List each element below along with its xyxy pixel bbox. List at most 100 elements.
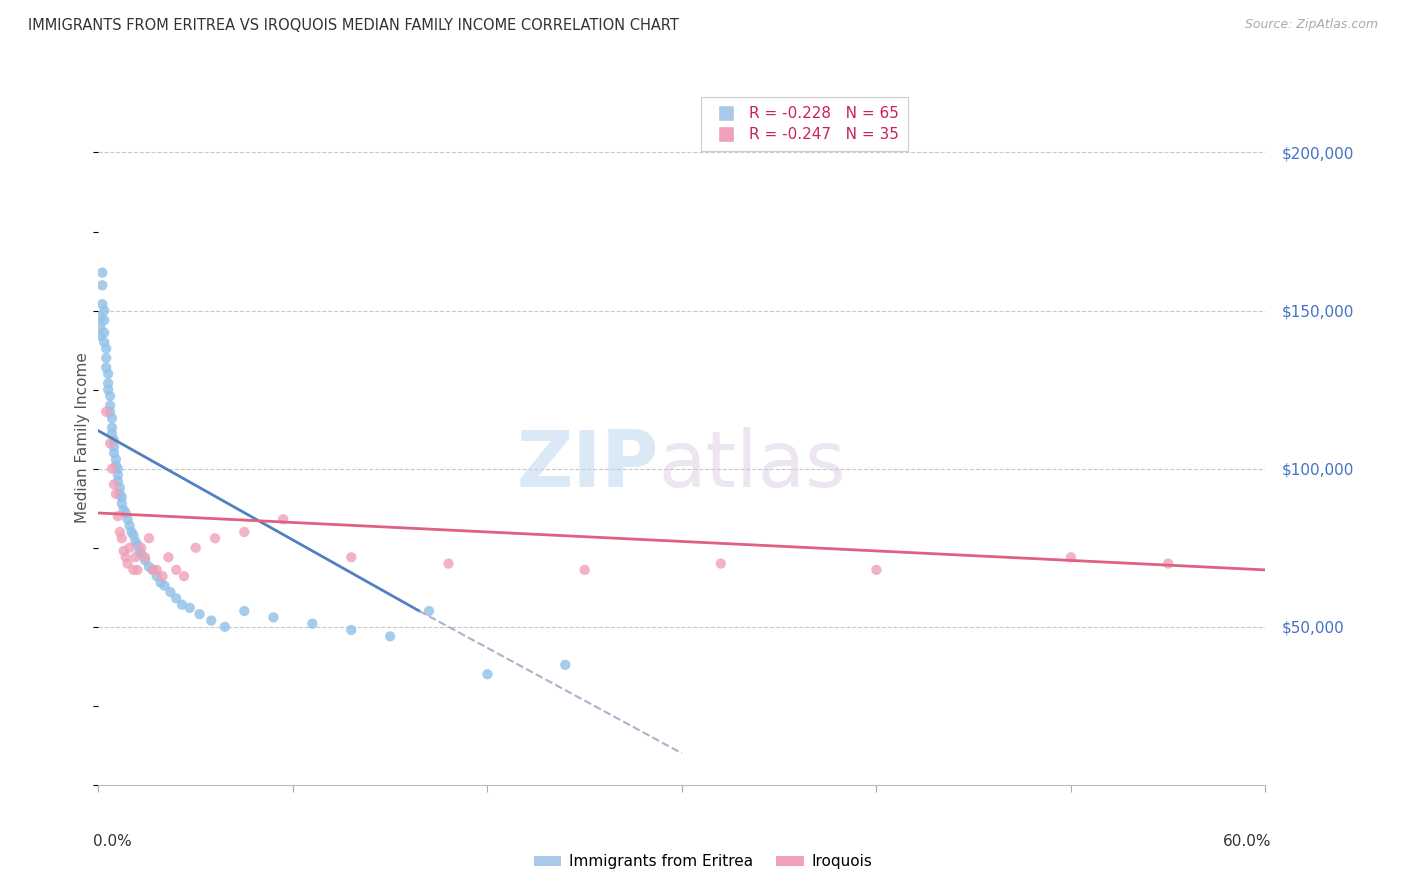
Point <box>179 600 201 615</box>
Point <box>262 610 284 624</box>
Point <box>96 342 118 356</box>
Point <box>149 575 172 590</box>
Point <box>117 557 139 571</box>
Point <box>118 518 141 533</box>
Point <box>340 623 363 637</box>
Point <box>340 550 363 565</box>
Text: ZIP: ZIP <box>516 427 658 503</box>
Point <box>108 524 131 539</box>
Point <box>142 563 165 577</box>
Point <box>127 563 149 577</box>
Point <box>97 376 120 391</box>
Point <box>101 411 124 425</box>
Point <box>101 426 124 441</box>
Point <box>138 531 160 545</box>
Point <box>574 563 596 577</box>
Point <box>89 310 111 324</box>
Point <box>170 598 193 612</box>
Point <box>153 579 176 593</box>
Point <box>157 550 180 565</box>
Point <box>437 557 460 571</box>
Point <box>103 446 125 460</box>
Point <box>184 541 207 555</box>
Point <box>118 541 141 555</box>
Point <box>111 496 134 510</box>
Point <box>93 313 115 327</box>
Point <box>114 506 136 520</box>
Point <box>129 541 152 555</box>
Point <box>1157 557 1180 571</box>
Point <box>91 278 114 293</box>
Point <box>91 266 114 280</box>
Point <box>159 585 181 599</box>
Point <box>138 559 160 574</box>
Point <box>98 405 121 419</box>
Point <box>93 303 115 318</box>
Point <box>121 524 143 539</box>
Point <box>233 524 256 539</box>
Point <box>124 534 146 549</box>
Point <box>111 490 134 504</box>
Point <box>165 563 187 577</box>
Point <box>107 475 129 489</box>
Point <box>98 399 121 413</box>
Point <box>96 360 118 375</box>
Text: IMMIGRANTS FROM ERITREA VS IROQUOIS MEDIAN FAMILY INCOME CORRELATION CHART: IMMIGRANTS FROM ERITREA VS IROQUOIS MEDI… <box>28 18 679 33</box>
Point <box>107 461 129 475</box>
Point <box>103 434 125 448</box>
Point <box>378 629 402 643</box>
Point <box>134 550 156 565</box>
Point <box>91 297 114 311</box>
Point <box>124 550 146 565</box>
Point <box>111 531 134 545</box>
Point <box>107 509 129 524</box>
Point <box>97 367 120 381</box>
Point <box>214 620 236 634</box>
Point <box>204 531 226 545</box>
Point <box>142 563 165 577</box>
Point <box>104 458 127 473</box>
Point <box>165 591 187 606</box>
Legend: R = -0.228   N = 65, R = -0.247   N = 35: R = -0.228 N = 65, R = -0.247 N = 35 <box>702 97 908 152</box>
Point <box>128 544 150 558</box>
Point <box>865 563 887 577</box>
Point <box>477 667 499 681</box>
Point <box>122 563 145 577</box>
Legend: Immigrants from Eritrea, Iroquois: Immigrants from Eritrea, Iroquois <box>527 848 879 875</box>
Point <box>134 553 156 567</box>
Point <box>107 468 129 483</box>
Point <box>200 614 222 628</box>
Point <box>96 351 118 365</box>
Point <box>146 563 169 577</box>
Y-axis label: Median Family Income: Median Family Income <box>75 351 90 523</box>
Point <box>96 405 118 419</box>
Point <box>129 547 152 561</box>
Point <box>89 319 111 334</box>
Point <box>301 616 323 631</box>
Point <box>233 604 256 618</box>
Text: Source: ZipAtlas.com: Source: ZipAtlas.com <box>1244 18 1378 31</box>
Text: 0.0%: 0.0% <box>93 834 131 848</box>
Point <box>101 461 124 475</box>
Point <box>93 326 115 340</box>
Point <box>173 569 195 583</box>
Point <box>554 657 576 672</box>
Point <box>710 557 733 571</box>
Point <box>112 503 135 517</box>
Point <box>146 569 169 583</box>
Point <box>103 440 125 454</box>
Point <box>271 512 294 526</box>
Point <box>418 604 440 618</box>
Text: 60.0%: 60.0% <box>1223 834 1271 848</box>
Point <box>112 544 135 558</box>
Point <box>117 512 139 526</box>
Point <box>108 481 131 495</box>
Point <box>152 569 174 583</box>
Point <box>108 487 131 501</box>
Point <box>1060 550 1083 565</box>
Text: atlas: atlas <box>658 427 846 503</box>
Point <box>98 436 121 450</box>
Point <box>98 389 121 403</box>
Point <box>114 550 136 565</box>
Point <box>101 420 124 434</box>
